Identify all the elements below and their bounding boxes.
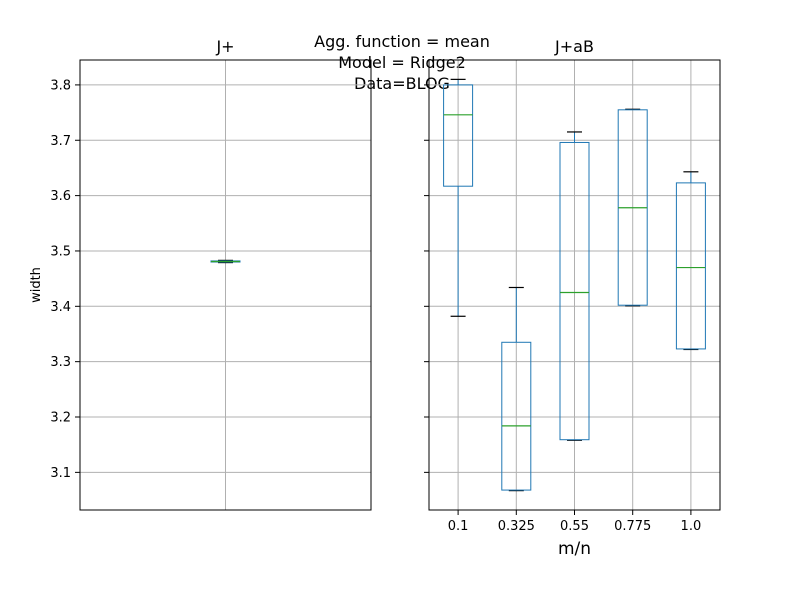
suptitle-line-1: Agg. function = mean [314, 32, 490, 51]
right-box-0 [443, 84, 474, 187]
right-grid [429, 60, 720, 510]
y-tick-label-1: 3.2 [50, 411, 71, 426]
left-grid [80, 60, 371, 510]
y-tick-label-3: 3.4 [50, 300, 71, 315]
y-tick-label-6: 3.7 [50, 134, 71, 149]
y-tick-label-4: 3.5 [50, 244, 71, 259]
suptitle-line-2: Model = Ridge2 [338, 53, 466, 72]
right-box-2 [559, 141, 590, 441]
right-title: J+aB [554, 37, 594, 56]
x-tick-label-1: 0.325 [498, 519, 535, 534]
panel-j-plus-ab: 0.1 0.325 0.55 0.775 1.0 J+aB m/n [424, 37, 721, 559]
y-axis-label: width [29, 267, 44, 303]
x-tick-label-4: 1.0 [681, 519, 702, 534]
suptitle-line-3: Data=BLOG [354, 74, 450, 93]
right-box-4 [675, 182, 706, 350]
y-tick-label-0: 3.1 [50, 466, 71, 481]
left-title: J+ [215, 37, 234, 56]
left-boxes [210, 259, 241, 264]
right-box-1 [501, 341, 532, 491]
x-tick-label-3: 0.775 [614, 519, 651, 534]
y-tick-label-7: 3.8 [50, 78, 71, 93]
y-tick-label-2: 3.3 [50, 355, 71, 370]
left-y-ticks: 3.1 3.2 3.3 3.4 3.5 3.6 3.7 3.8 [50, 78, 80, 481]
left-axes-frame [79, 59, 372, 511]
panel-j-plus: 3.1 3.2 3.3 3.4 3.5 3.6 3.7 3.8 J+ width [29, 37, 372, 511]
x-tick-label-2: 0.55 [560, 519, 589, 534]
right-y-ticks [424, 84, 429, 473]
right-boxes [443, 78, 706, 492]
y-tick-label-5: 3.6 [50, 189, 71, 204]
right-x-ticks: 0.1 0.325 0.55 0.775 1.0 [448, 510, 701, 534]
x-axis-label: m/n [558, 539, 591, 559]
x-tick-label-0: 0.1 [448, 519, 469, 534]
